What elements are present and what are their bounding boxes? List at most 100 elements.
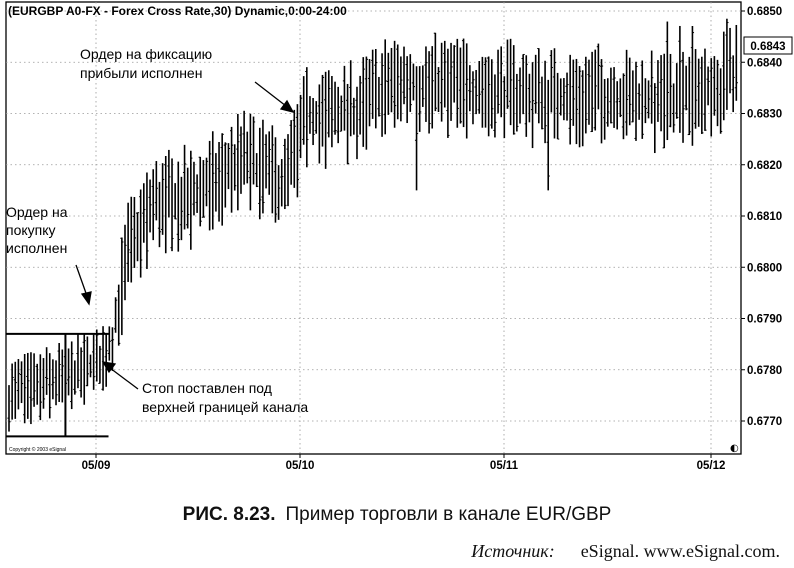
ohlc-bar bbox=[217, 142, 221, 222]
source-text: eSignal. www.eSignal.com. bbox=[580, 541, 780, 561]
ohlc-bar bbox=[151, 169, 155, 241]
ohlc-bar bbox=[672, 83, 676, 133]
ohlc-bar bbox=[643, 78, 648, 124]
ohlc-bar bbox=[609, 67, 613, 124]
ohlc-bar bbox=[521, 53, 525, 115]
ohlc-bar bbox=[267, 131, 271, 195]
ohlc-bar bbox=[637, 83, 641, 120]
ohlc-bar bbox=[599, 59, 604, 144]
ohlc-bar bbox=[186, 167, 190, 229]
ohlc-bar bbox=[117, 284, 121, 346]
ohlc-bar bbox=[678, 25, 682, 133]
ohlc-bar bbox=[574, 58, 579, 145]
grid-lines bbox=[6, 2, 741, 454]
ohlc-bar bbox=[603, 79, 607, 140]
ohlc-bar bbox=[170, 158, 174, 252]
ohlc-bar bbox=[480, 56, 484, 128]
ohlc-bar bbox=[345, 83, 350, 165]
ohlc-bar bbox=[32, 353, 36, 407]
ohlc-bar bbox=[229, 126, 234, 213]
ohlc-bar bbox=[239, 126, 243, 194]
ohlc-bar bbox=[327, 70, 331, 138]
ohlc-bar bbox=[659, 55, 663, 132]
ohlc-bar bbox=[493, 74, 497, 138]
ohlc-bar bbox=[706, 66, 710, 106]
ohlc-bar bbox=[697, 58, 701, 127]
ohlc-bar bbox=[396, 44, 400, 120]
ohlc-bar bbox=[543, 60, 547, 144]
ohlc-bar bbox=[352, 97, 356, 135]
ohlc-bar bbox=[424, 46, 428, 122]
ohlc-bar bbox=[236, 113, 240, 211]
ohlc-bar bbox=[631, 70, 635, 123]
buy-order-line-3: исполнен bbox=[6, 240, 67, 256]
ohlc-bar bbox=[145, 172, 149, 269]
ohlc-bar bbox=[324, 71, 328, 169]
ohlc-bar bbox=[722, 31, 726, 121]
ohlc-bar bbox=[60, 349, 64, 403]
ohlc-bar bbox=[248, 113, 252, 211]
ohlc-bar bbox=[615, 81, 619, 130]
ohlc-bar bbox=[621, 73, 626, 140]
ohlc-bar bbox=[142, 183, 146, 243]
ohlc-bar bbox=[455, 38, 459, 128]
ohlc-bar bbox=[628, 57, 632, 126]
ohlc-bar bbox=[349, 60, 353, 137]
ohlc-bar bbox=[518, 67, 522, 124]
ohlc-bar bbox=[123, 224, 127, 301]
ohlc-bar bbox=[73, 360, 77, 395]
ohlc-bar bbox=[139, 189, 143, 278]
ohlc-bar bbox=[245, 131, 249, 184]
ohlc-bar bbox=[405, 56, 409, 124]
ohlc-bar bbox=[468, 65, 472, 112]
ohlc-bar bbox=[496, 49, 500, 114]
ohlc-bar bbox=[399, 56, 403, 122]
ohlc-bar bbox=[393, 40, 397, 128]
ohlc-bar bbox=[411, 63, 416, 101]
ohlc-bar bbox=[320, 74, 325, 147]
ohlc-bar bbox=[280, 159, 284, 207]
ohlc-bar bbox=[339, 95, 343, 132]
ohlc-bar bbox=[593, 49, 597, 131]
ohlc-bar bbox=[286, 134, 290, 207]
ohlc-bar bbox=[474, 69, 478, 115]
ohlc-bar bbox=[283, 138, 287, 210]
ohlc-bar bbox=[226, 143, 231, 190]
ohlc-bar bbox=[79, 347, 83, 398]
ohlc-bar bbox=[161, 163, 165, 235]
ohlc-bar bbox=[361, 57, 365, 147]
figure-source: Источник: eSignal. www.eSignal.com. bbox=[471, 541, 780, 562]
ohlc-bar bbox=[552, 48, 557, 139]
ohlc-bar bbox=[587, 59, 591, 125]
ohlc-bar bbox=[223, 142, 227, 208]
take-profit-line-2: прибыли исполнен bbox=[80, 65, 202, 81]
ohlc-bar bbox=[179, 176, 184, 241]
ohlc-bar bbox=[182, 144, 187, 230]
ohlc-bar bbox=[295, 104, 300, 198]
ohlc-bar bbox=[461, 38, 466, 128]
buy-order-line-2: покупку bbox=[6, 222, 56, 238]
ohlc-bar bbox=[734, 24, 738, 101]
stop-line-1: Стоп поставлен под bbox=[142, 380, 272, 396]
ohlc-bar bbox=[512, 45, 516, 135]
ohlc-bar bbox=[728, 27, 732, 94]
ohlc-bar bbox=[440, 42, 444, 122]
ohlc-bar bbox=[430, 46, 434, 129]
ohlc-bar bbox=[273, 137, 278, 223]
ohlc-bar bbox=[135, 212, 140, 262]
ohlc-bar bbox=[662, 53, 666, 149]
ohlc-bar bbox=[477, 61, 481, 114]
ohlc-bar bbox=[264, 134, 268, 189]
ohlc-bar bbox=[427, 51, 431, 134]
ohlc-bar bbox=[317, 84, 321, 164]
ohlc-bar bbox=[471, 71, 475, 125]
ohlc-bar bbox=[104, 333, 108, 387]
ohlc-bar bbox=[261, 119, 265, 214]
x-axis: 05/09 05/10 05/11 05/12 bbox=[82, 454, 725, 472]
ohlc-bar bbox=[524, 55, 528, 137]
ohlc-bar bbox=[70, 341, 74, 410]
ohlc-bar bbox=[556, 72, 560, 140]
ohlc-bar bbox=[443, 40, 447, 108]
ohlc-bar bbox=[612, 67, 616, 128]
ohlc-bar bbox=[45, 347, 49, 395]
